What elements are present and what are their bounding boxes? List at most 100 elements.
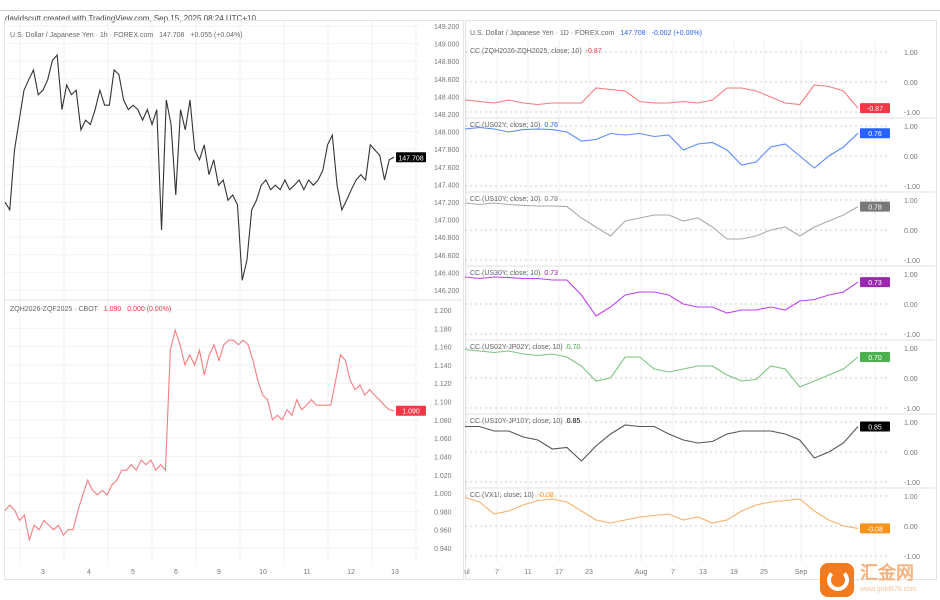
x-tick-label: 23 bbox=[585, 569, 593, 576]
x-tick-label: 6 bbox=[174, 569, 178, 576]
correlation-label: CC (US02Y; close; 10) bbox=[470, 122, 541, 129]
y-tick-label: 0.00 bbox=[904, 80, 918, 87]
y-tick-label: 0.940 bbox=[434, 546, 452, 553]
usdjpy-last-price-label-bg bbox=[396, 152, 426, 163]
y-tick-label: 148.000 bbox=[434, 130, 459, 137]
zq-series-line bbox=[4, 328, 395, 542]
watermark-logo: 汇金网 www.gold678.com bbox=[820, 563, 940, 599]
correlation-legend: CC (ZQH2026-ZQH2025; close; 10) -0.87 bbox=[470, 48, 602, 55]
legend-change: -0.002 (+0.00%) bbox=[651, 30, 702, 37]
y-tick-label: 147.400 bbox=[434, 182, 459, 189]
y-tick-label: 148.800 bbox=[434, 59, 459, 66]
correlation-last-value-label-bg bbox=[860, 201, 890, 212]
x-tick-label: 13 bbox=[391, 569, 399, 576]
legend-title: ZQH2026-ZQF2025 · CBOT bbox=[10, 306, 98, 313]
correlation-legend: CC (US02Y-JP02Y; close; 10) 0.70 bbox=[470, 344, 580, 351]
divider bbox=[0, 10, 940, 11]
y-tick-label: 0.00 bbox=[904, 376, 918, 383]
correlation-value: 0.76 bbox=[544, 122, 558, 129]
x-tick-label: ul bbox=[464, 569, 470, 576]
correlation-label: CC (VX1!; close; 10) bbox=[470, 492, 534, 499]
y-tick-label: 1.060 bbox=[434, 436, 452, 443]
y-tick-label: 0.00 bbox=[904, 228, 918, 235]
legend-title: U.S. Dollar / Japanese Yen · 1D · FOREX.… bbox=[470, 30, 615, 37]
usdjpy-last-price-label: 147.708 bbox=[398, 155, 423, 162]
y-tick-label: 1.160 bbox=[434, 345, 452, 352]
correlation-value: 0.85 bbox=[566, 418, 581, 425]
correlation-label: CC (US02Y-JP02Y; close; 10) bbox=[470, 344, 563, 351]
y-tick-label: 1.020 bbox=[434, 473, 452, 480]
correlation-legend: CC (US30Y; close; 10) 0.73 bbox=[470, 270, 558, 277]
legend-change: +0.055 (+0.04%) bbox=[190, 32, 243, 39]
left-chart-panel[interactable] bbox=[4, 20, 464, 580]
legend-value: 147.708 bbox=[620, 30, 646, 37]
logo-icon bbox=[820, 563, 854, 597]
zq-last-price-label-bg bbox=[396, 405, 426, 416]
correlation-last-value-label: 0.73 bbox=[868, 280, 882, 287]
correlation-line bbox=[464, 84, 859, 109]
y-tick-label: 1.200 bbox=[434, 308, 452, 315]
correlation-last-value-label: 0.78 bbox=[868, 205, 882, 212]
correlation-line bbox=[464, 202, 859, 240]
y-tick-label: -1.00 bbox=[904, 110, 920, 117]
correlation-line bbox=[464, 276, 859, 317]
y-tick-label: 0.00 bbox=[904, 450, 918, 457]
x-tick-label: 19 bbox=[730, 569, 738, 576]
y-tick-label: 149.200 bbox=[434, 24, 459, 31]
correlation-line bbox=[464, 348, 859, 388]
y-tick-label: 147.200 bbox=[434, 200, 459, 207]
legend-value: 147.708 bbox=[159, 32, 185, 39]
y-tick-label: 146.200 bbox=[434, 288, 459, 295]
y-tick-label: 148.200 bbox=[434, 112, 459, 119]
y-tick-label: -1.00 bbox=[904, 480, 920, 487]
y-tick-label: 1.00 bbox=[904, 124, 918, 131]
correlation-line bbox=[465, 424, 859, 462]
correlation-label: CC (US10Y-JP10Y; close; 10) bbox=[470, 418, 563, 425]
correlation-last-value-label-bg bbox=[860, 128, 890, 139]
logo-name: 汇金网 bbox=[860, 563, 914, 583]
correlation-value: 0.70 bbox=[566, 344, 581, 351]
correlation-value: 0.78 bbox=[544, 196, 558, 203]
correlation-label: CC (ZQH2026-ZQH2025; close; 10) bbox=[470, 48, 582, 55]
right-chart-panel[interactable] bbox=[465, 20, 937, 580]
y-tick-label: 146.600 bbox=[434, 253, 459, 260]
y-tick-label: 148.400 bbox=[434, 94, 459, 101]
x-tick-label: 17 bbox=[555, 569, 563, 576]
y-tick-label: -1.00 bbox=[904, 406, 920, 413]
y-tick-label: 147.000 bbox=[434, 218, 459, 225]
legend-value: 1.090 bbox=[103, 306, 122, 313]
x-tick-label: 13 bbox=[699, 569, 707, 576]
y-tick-label: 0.00 bbox=[904, 154, 918, 161]
zq-legend: ZQH2026-ZQF2025 · CBOT 1.090 0.000 (0.00… bbox=[10, 306, 171, 313]
x-tick-label: 12 bbox=[347, 569, 355, 576]
y-tick-label: 1.180 bbox=[434, 326, 452, 333]
correlation-last-value-label-bg bbox=[860, 103, 890, 114]
y-tick-label: 0.00 bbox=[904, 524, 918, 531]
correlation-value: 0.73 bbox=[544, 270, 558, 277]
correlation-value: -0.87 bbox=[585, 48, 602, 55]
right-header-legend: U.S. Dollar / Japanese Yen · 1D · FOREX.… bbox=[470, 30, 702, 37]
y-tick-label: 0.00 bbox=[904, 302, 918, 309]
usdjpy-series-line bbox=[4, 53, 395, 281]
logo-url: www.gold678.com bbox=[860, 586, 917, 593]
correlation-last-value-label: 0.76 bbox=[868, 131, 882, 138]
y-tick-label: 1.120 bbox=[434, 381, 452, 388]
correlation-legend: CC (VX1!; close; 10) -0.08 bbox=[470, 492, 554, 499]
x-tick-label: 3 bbox=[41, 569, 45, 576]
y-tick-label: -1.00 bbox=[904, 554, 920, 561]
correlation-line bbox=[464, 496, 859, 529]
correlation-last-value-label: -0.08 bbox=[867, 526, 883, 533]
x-tick-label: 11 bbox=[303, 569, 310, 576]
y-tick-label: 1.040 bbox=[434, 454, 452, 461]
correlation-last-value-label: 0.70 bbox=[868, 355, 882, 362]
y-tick-label: 1.000 bbox=[434, 491, 452, 498]
y-tick-label: 146.400 bbox=[434, 270, 459, 277]
y-tick-label: 149.000 bbox=[434, 42, 459, 49]
correlation-legend: CC (US10Y-JP10Y; close; 10) 0.85 bbox=[470, 418, 580, 425]
x-tick-label: 7 bbox=[671, 569, 675, 576]
x-tick-label: 4 bbox=[87, 569, 91, 576]
y-tick-label: 1.100 bbox=[434, 400, 452, 407]
y-tick-label: 147.600 bbox=[434, 165, 459, 172]
y-tick-label: 146.800 bbox=[434, 235, 459, 242]
